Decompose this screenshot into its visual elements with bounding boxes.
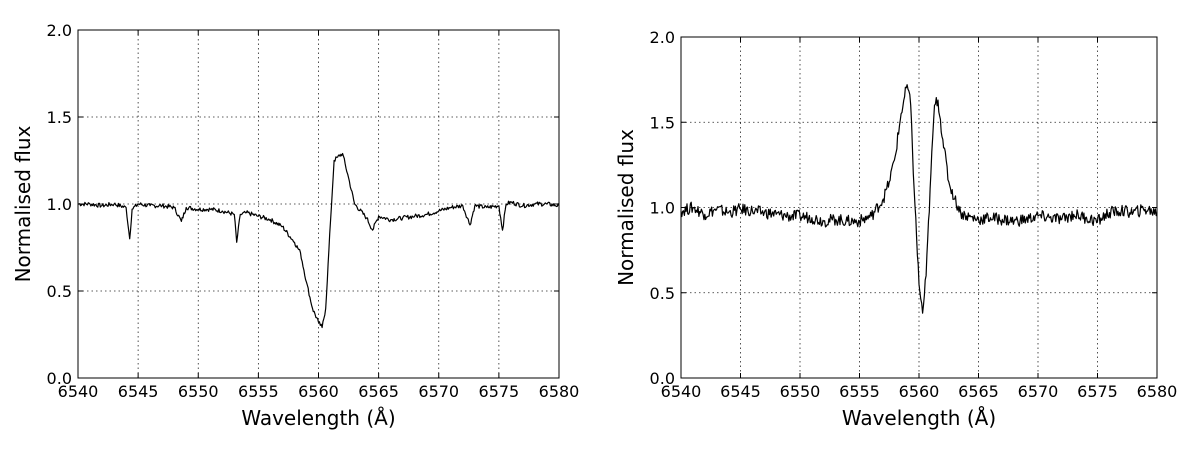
left-x-tick-label: 6565 <box>358 382 399 401</box>
right-spectrum-panel: 6540 6545 6550 6555 6560 6565 6570 6575 6580 0.0… <box>614 28 1177 430</box>
left-y-tick-label: 1.0 <box>47 195 72 214</box>
left-tick-marks <box>77 29 560 379</box>
left-x-tick-label: 6575 <box>479 382 520 401</box>
left-y-tick-label: 2.0 <box>47 21 72 40</box>
right-y-tick-label: 2.0 <box>650 28 675 47</box>
right-x-tick-label: 6555 <box>839 382 880 401</box>
right-y-tick-label: 0.0 <box>650 369 675 388</box>
right-x-tick-label: 6545 <box>720 382 761 401</box>
left-y-axis-label: Normalised flux <box>11 125 35 282</box>
right-x-tick-label: 6580 <box>1137 382 1178 401</box>
left-grid <box>77 29 560 379</box>
right-tick-marks <box>680 36 1158 379</box>
right-x-tick-label: 6570 <box>1018 382 1059 401</box>
left-y-tick-label: 1.5 <box>47 108 72 127</box>
left-x-tick-label: 6555 <box>238 382 279 401</box>
left-x-tick-labels: 6540 6545 6550 6555 6560 6565 6570 6575 6580 <box>58 382 580 401</box>
left-y-tick-label: 0.0 <box>47 369 72 388</box>
left-x-tick-label: 6560 <box>298 382 339 401</box>
right-x-tick-labels: 6540 6545 6550 6555 6560 6565 6570 6575 6580 <box>661 382 1178 401</box>
left-x-tick-label: 6570 <box>418 382 459 401</box>
right-x-axis-label: Wavelength (Å) <box>842 406 996 430</box>
right-flux-line <box>680 84 1158 314</box>
left-flux-line <box>78 152 560 329</box>
right-y-tick-label: 1.0 <box>650 199 675 218</box>
right-x-tick-label: 6565 <box>958 382 999 401</box>
left-y-tick-label: 0.5 <box>47 282 72 301</box>
left-x-axis-label: Wavelength (Å) <box>241 406 395 430</box>
right-x-tick-label: 6540 <box>661 382 702 401</box>
left-spectrum-panel: 6540 6545 6550 6555 6560 6565 6570 6575 6580 0.0… <box>11 21 579 430</box>
left-y-tick-labels: 0.0 0.5 1.0 1.5 2.0 <box>47 21 72 388</box>
left-x-tick-label: 6580 <box>539 382 580 401</box>
right-x-tick-label: 6560 <box>899 382 940 401</box>
right-y-tick-label: 0.5 <box>650 284 675 303</box>
left-x-tick-label: 6540 <box>58 382 99 401</box>
right-x-tick-label: 6575 <box>1077 382 1118 401</box>
right-y-tick-label: 1.5 <box>650 113 675 132</box>
left-x-tick-label: 6550 <box>178 382 219 401</box>
right-y-tick-labels: 0.0 0.5 1.0 1.5 2.0 <box>650 28 675 388</box>
right-y-axis-label: Normalised flux <box>614 129 638 286</box>
left-x-tick-label: 6545 <box>118 382 159 401</box>
right-x-tick-label: 6550 <box>780 382 821 401</box>
